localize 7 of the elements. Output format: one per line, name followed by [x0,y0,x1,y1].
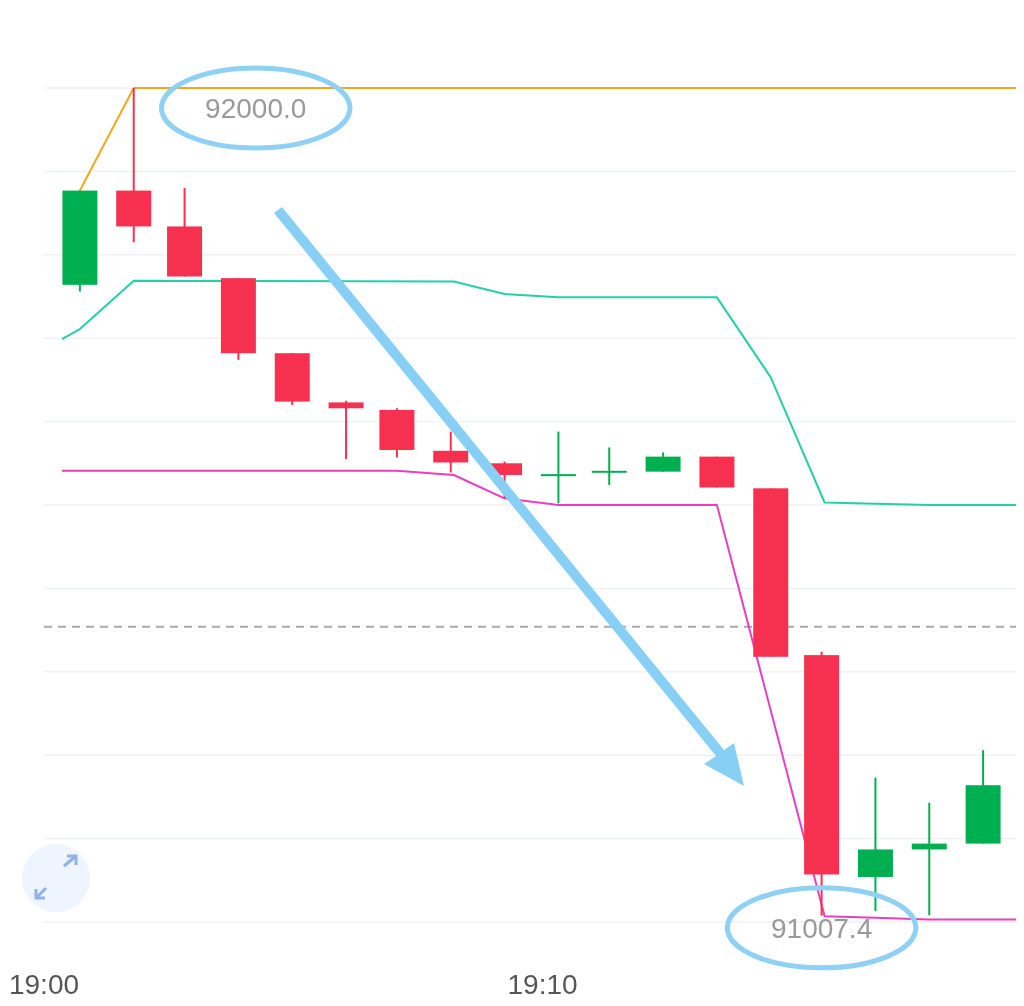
candlestick [328,399,364,461]
candlestick [540,430,576,505]
annotation: 92000.0 [205,93,307,124]
x-tick-label: 19:00 [8,969,80,1000]
x-tick-label: 19:10 [507,969,578,1000]
candlestick [591,446,627,486]
annotation: 91007.4 [770,912,873,944]
